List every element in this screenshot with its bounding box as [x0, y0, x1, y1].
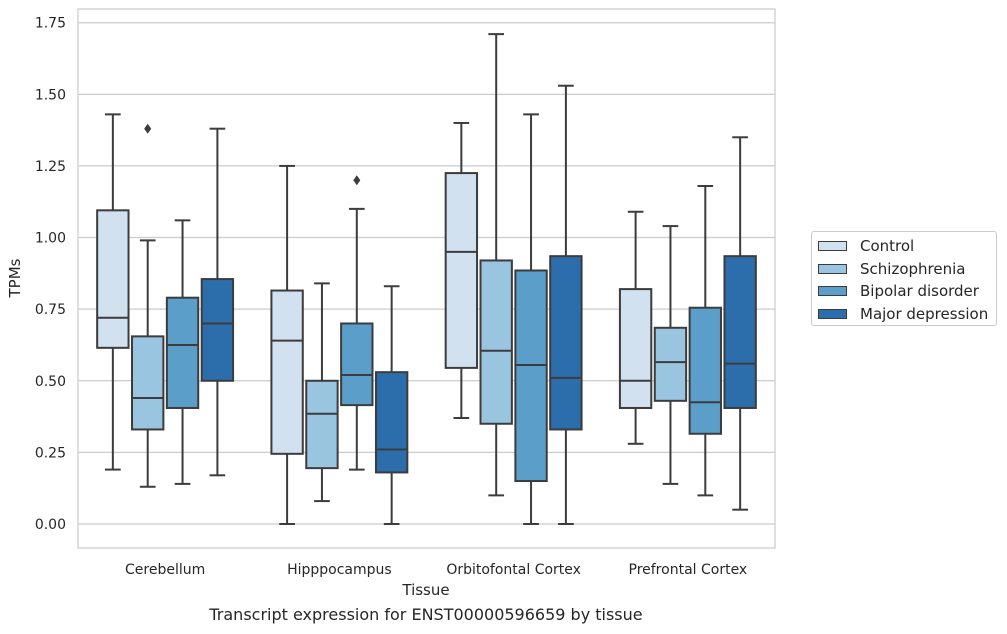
- iqr-box: [444, 172, 479, 369]
- outlier-point: [144, 123, 152, 134]
- legend-swatch: [818, 241, 847, 251]
- y-tick-label: 1.00: [35, 231, 66, 247]
- x-tick-label: Cerebellum: [125, 562, 205, 578]
- iqr-box: [479, 259, 513, 425]
- box-bipolar-disorder: [688, 184, 722, 497]
- iqr-box: [549, 255, 583, 431]
- iqr-box: [723, 255, 757, 409]
- y-tick-labels: 0.00 0.25 0.50 0.75 1.00 1.25 1.50 1.75: [35, 16, 66, 533]
- box-schizophrenia: [479, 33, 513, 497]
- iqr-box: [96, 209, 130, 349]
- legend-item: Control: [818, 235, 914, 257]
- iqr-box: [340, 322, 374, 407]
- y-tick-label: 1.25: [35, 159, 66, 175]
- box-control: [96, 113, 130, 471]
- x-tick-label: Orbitofontal Cortex: [446, 562, 581, 578]
- legend-label: Major depression: [860, 304, 989, 323]
- box-major-depression: [549, 84, 583, 525]
- x-axis-label: Tissue: [401, 581, 449, 599]
- legend-label: Schizophrenia: [860, 259, 966, 278]
- box-major-depression: [200, 127, 235, 477]
- legend-swatch: [818, 308, 847, 319]
- iqr-box: [514, 269, 548, 483]
- x-tick-label: Prefrontal Cortex: [629, 562, 748, 578]
- iqr-box: [653, 326, 688, 402]
- iqr-box: [270, 289, 304, 455]
- box-major-depression: [374, 285, 409, 525]
- legend-swatch: [818, 286, 847, 296]
- legend-label: Bipolar disorder: [860, 282, 979, 300]
- y-axis-label: TPMs: [6, 258, 24, 298]
- legend: Control Schizophrenia Bipolar disorder Majo…: [811, 231, 997, 326]
- box-control: [618, 210, 653, 445]
- iqr-box: [618, 288, 653, 409]
- iqr-box: [131, 335, 165, 431]
- y-tick-label: 1.50: [35, 87, 66, 103]
- box-schizophrenia: [305, 282, 339, 503]
- y-tick-label: 0.25: [35, 445, 66, 461]
- box-control: [270, 164, 304, 525]
- box-bipolar-disorder: [340, 175, 374, 471]
- iqr-box: [305, 379, 339, 470]
- legend-item: Bipolar disorder: [818, 280, 979, 302]
- iqr-box: [200, 278, 235, 382]
- box-schizophrenia: [131, 123, 165, 488]
- x-tick-label: Hipppocampus: [287, 562, 392, 578]
- y-tick-label: 0.75: [35, 302, 66, 318]
- iqr-box: [374, 371, 409, 474]
- box-schizophrenia: [653, 225, 688, 485]
- box-major-depression: [723, 136, 757, 511]
- box-control: [444, 121, 479, 420]
- legend-label: Control: [860, 237, 915, 255]
- iqr-box: [165, 296, 200, 409]
- x-tick-labels: Cerebellum Hipppocampus Orbitofontal Corte…: [125, 562, 747, 578]
- iqr-box: [688, 306, 722, 435]
- figure-caption: Transcript expression for ENST0000059665…: [209, 605, 643, 624]
- legend-item: Major depression: [818, 303, 988, 325]
- legend-swatch: [818, 263, 847, 274]
- y-tick-label: 0.50: [35, 374, 66, 390]
- box-bipolar-disorder: [165, 219, 200, 485]
- legend-item: Schizophrenia: [818, 258, 965, 280]
- y-tick-label: 0.00: [35, 517, 66, 533]
- box-plots: [96, 33, 757, 525]
- outlier-point: [353, 175, 361, 186]
- gridlines: [78, 22, 775, 525]
- box-bipolar-disorder: [514, 113, 548, 525]
- plot-background: [77, 8, 776, 549]
- y-tick-label: 1.75: [35, 16, 66, 32]
